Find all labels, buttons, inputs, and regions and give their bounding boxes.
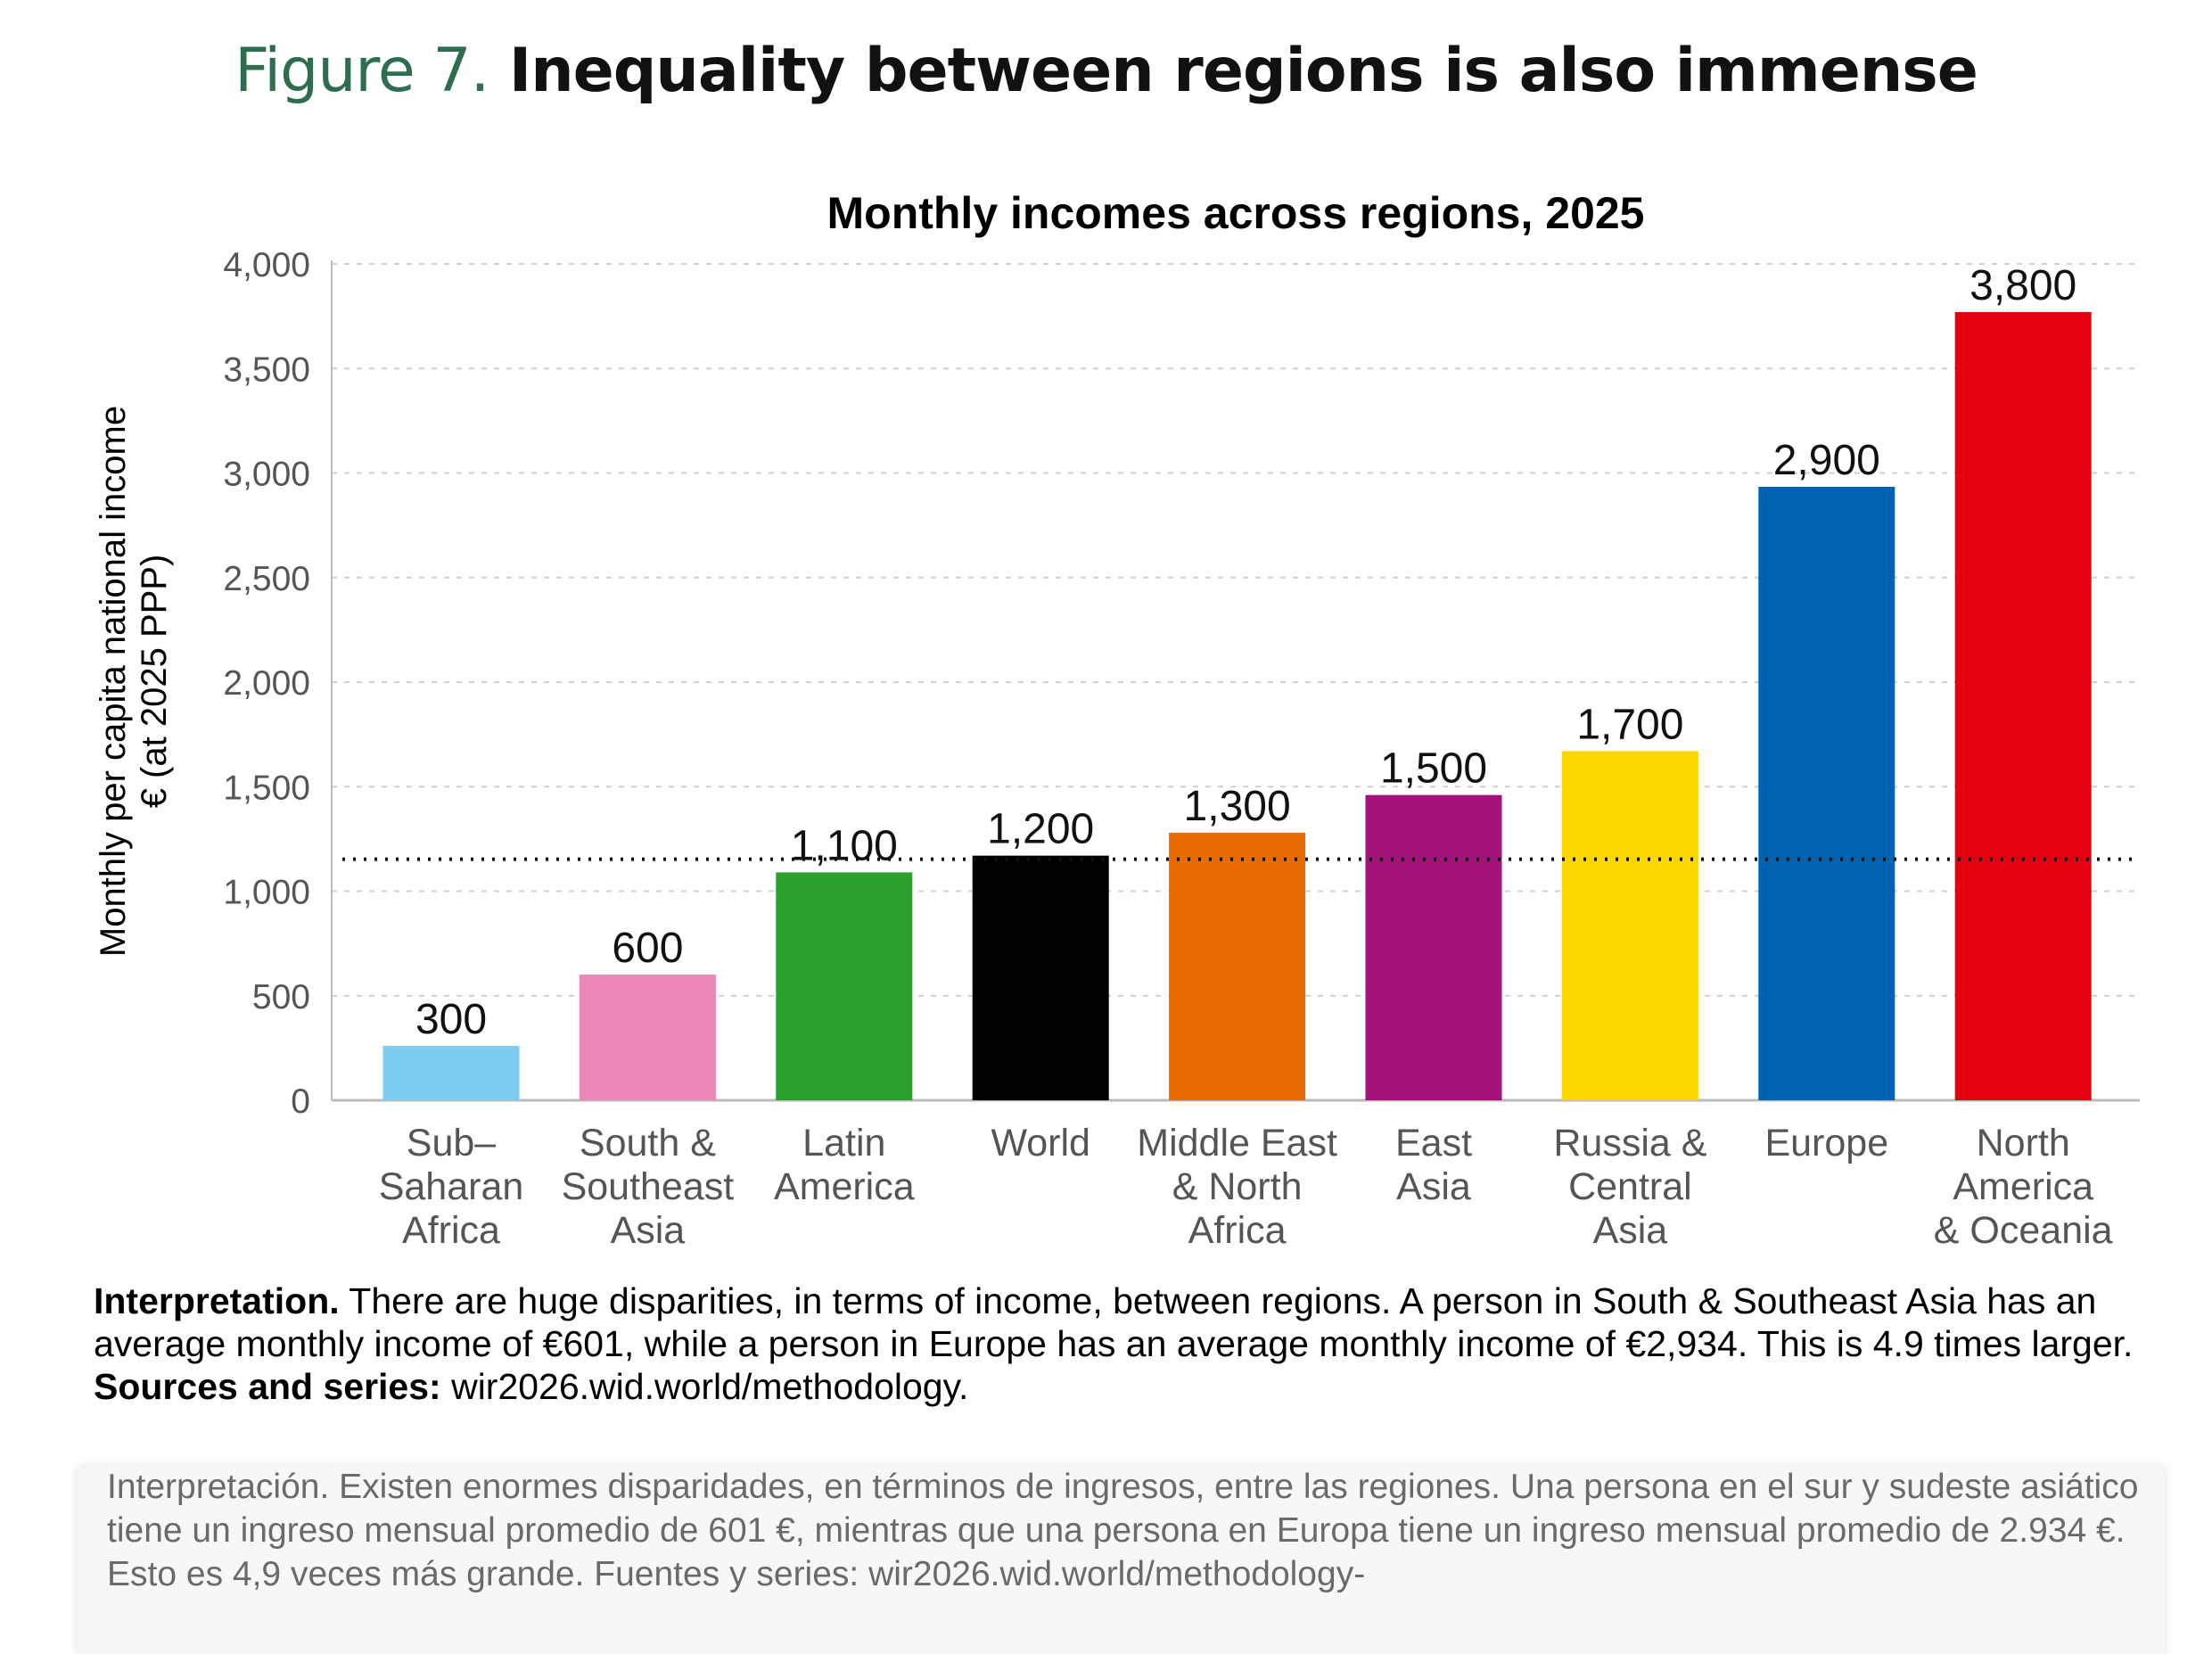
y-tick-label: 3,000	[223, 456, 310, 494]
bar	[382, 1046, 520, 1100]
translation-text: Interpretación. Existen enormes disparid…	[107, 1468, 2139, 1593]
data-label: 1,100	[791, 822, 898, 869]
bar	[1561, 751, 1698, 1100]
bar	[1954, 311, 2092, 1100]
bar	[1758, 486, 1895, 1100]
x-tick-label: Latin	[802, 1122, 885, 1164]
x-tick-label: South &	[580, 1122, 716, 1164]
x-tick-label: Asia	[1396, 1165, 1471, 1208]
x-tick-label: Southeast	[562, 1165, 735, 1208]
x-tick-label: Africa	[402, 1209, 500, 1252]
interpretation-text: There are huge disparities, in terms of …	[94, 1280, 2134, 1364]
y-tick-label: 4,000	[223, 246, 310, 284]
x-tick-label: Saharan	[379, 1165, 524, 1208]
x-tick-label: Asia	[1593, 1209, 1668, 1252]
x-tick-label: World	[991, 1122, 1090, 1164]
data-label: 1,500	[1380, 745, 1487, 793]
translation-box: Interpretación. Existen enormes disparid…	[78, 1467, 2165, 1654]
figure-heading: Inequality between regions is also immen…	[508, 36, 1978, 106]
x-tick-label: Africa	[1188, 1209, 1287, 1252]
y-tick-label: 500	[252, 978, 310, 1016]
bar	[1169, 832, 1306, 1100]
y-tick-label: 2,000	[223, 664, 310, 703]
data-label: 2,900	[1773, 437, 1880, 484]
y-tick-label: 0	[291, 1082, 310, 1121]
x-tick-label: & Oceania	[1934, 1209, 2113, 1252]
bar	[1365, 794, 1502, 1100]
y-axis-label-line2: € (at 2025 PPP)	[135, 555, 174, 809]
x-tick-label: Sub–	[407, 1122, 497, 1164]
x-tick-label: Asia	[611, 1209, 686, 1252]
x-tick-label: Europe	[1764, 1122, 1888, 1164]
y-tick-label: 1,500	[223, 769, 310, 807]
data-label: 1,200	[987, 806, 1094, 853]
data-label: 3,800	[1969, 262, 2076, 309]
interpretation-label: Interpretation.	[94, 1280, 340, 1321]
x-tick-label: East	[1395, 1122, 1472, 1164]
y-tick-label: 3,500	[223, 350, 310, 389]
sources-text: wir2026.wid.world/methodology.	[440, 1366, 969, 1407]
x-tick-label: & North	[1172, 1165, 1303, 1208]
x-tick-label: Russia &	[1553, 1122, 1706, 1164]
x-tick-label: America	[1953, 1165, 2093, 1208]
bar	[579, 975, 716, 1100]
figure-title: Figure 7. Inequality between regions is …	[0, 36, 2212, 106]
data-label: 1,300	[1184, 783, 1291, 830]
chart-title: Monthly incomes across regions, 2025	[827, 188, 1645, 238]
bar	[776, 872, 913, 1100]
figure-number: Figure 7.	[234, 36, 489, 106]
x-tick-label: North	[1977, 1122, 2070, 1164]
x-tick-label: Middle East	[1137, 1122, 1337, 1164]
bar-chart: Monthly incomes across regions, 2025 0 50…	[94, 188, 2140, 1252]
bar	[972, 855, 1109, 1100]
data-label: 600	[612, 925, 683, 972]
sources-label: Sources and series:	[94, 1366, 441, 1407]
x-tick-label: Central	[1568, 1165, 1692, 1208]
y-axis-label-line1: Monthly per capita national income	[94, 406, 133, 957]
x-tick-label: America	[774, 1165, 915, 1208]
y-tick-label: 1,000	[223, 874, 310, 912]
data-label: 300	[415, 996, 487, 1043]
y-tick-label: 2,500	[223, 560, 310, 598]
interpretation-note: Interpretation. There are huge dispariti…	[94, 1280, 2162, 1408]
data-label: 1,700	[1576, 701, 1683, 748]
